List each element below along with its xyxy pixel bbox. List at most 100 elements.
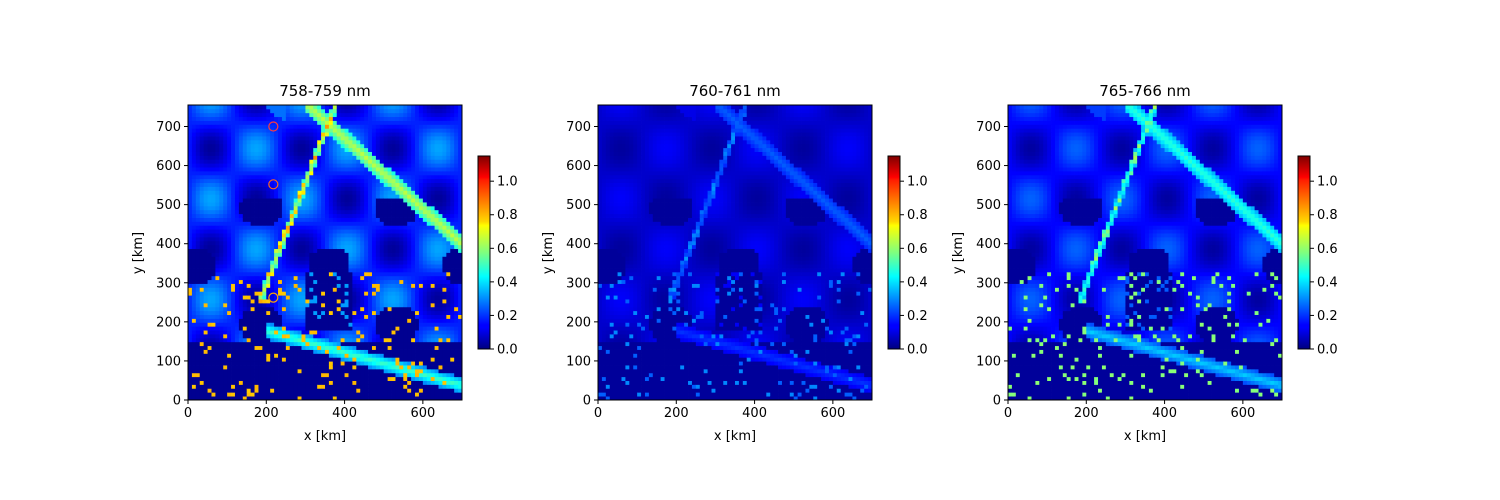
heatmap-cell [238,236,244,242]
heatmap-cell [195,128,201,133]
heatmap-cell [274,330,279,335]
heatmap-cell [274,108,279,114]
heatmap-cell [411,202,416,207]
heatmap-cell [371,151,377,156]
heatmap-cell [325,361,330,366]
heatmap-cell [262,337,267,343]
heatmap-cell [250,337,255,343]
heatmap-cell [297,396,302,401]
heatmap-cell [227,314,232,319]
heatmap-cell [438,159,443,164]
heatmap-cell [278,202,283,207]
heatmap-cell [258,112,263,118]
heatmap-cell [317,221,322,226]
heatmap-cell [360,116,365,121]
heatmap-cell [231,248,236,253]
heatmap-cell [426,368,432,374]
heatmap-cell [426,349,432,354]
heatmap-cell [250,147,255,152]
heatmap-cell [383,306,389,312]
heatmap-cell [305,143,310,149]
heatmap-cell [395,252,400,257]
heatmap-cell [289,151,295,156]
heatmap-cell [199,396,205,401]
heatmap-cell [379,334,385,339]
heatmap-cell [293,368,298,374]
heatmap-cell [328,334,334,339]
heatmap-cell [289,236,295,242]
heatmap-cell [364,283,369,288]
heatmap-cell [313,233,318,238]
heatmap-cell [383,229,389,234]
heatmap-cell [297,392,302,397]
heatmap-cell [418,302,424,308]
heatmap-cell [219,353,224,358]
heatmap-cell [297,357,302,362]
heatmap-cell [301,108,306,114]
heatmap-cell [207,275,212,281]
heatmap-cell [227,178,232,184]
heatmap-cell [360,136,365,141]
heatmap-cell [274,337,279,343]
heatmap-cell [285,302,291,308]
heatmap-cell [360,357,365,362]
heatmap-cell [415,190,420,195]
heatmap-cell [403,326,408,331]
heatmap-cell [301,198,306,203]
heatmap-cell [356,341,361,347]
heatmap-cell [219,372,224,378]
heatmap-cell [348,190,353,195]
heatmap-cell [207,291,212,296]
heatmap-cell [391,353,396,358]
heatmap-cell [195,167,201,172]
heatmap-cell [262,291,267,296]
heatmap-cell [317,236,322,242]
heatmap-cell [387,283,392,288]
heatmap-cell [399,236,404,242]
heatmap-cell [231,283,236,288]
heatmap-cell [328,306,334,312]
heatmap-cell [442,326,447,331]
heatmap-cell [317,151,322,156]
heatmap-cell [379,136,385,141]
heatmap-cell [395,213,400,218]
heatmap-cell [223,341,228,347]
heatmap-cell [223,213,228,218]
heatmap-cell [360,132,365,137]
heatmap-cell [297,170,302,176]
heatmap-cell [285,372,291,378]
heatmap-cell [231,372,236,378]
heatmap-cell [418,240,424,246]
heatmap-cell [281,341,287,347]
heatmap-cell [371,205,377,211]
heatmap-cell [246,233,252,238]
heatmap-cell [395,174,400,180]
heatmap-cell [407,353,412,358]
heatmap-cell [207,337,212,343]
heatmap-cell [411,221,416,226]
heatmap-cell [215,264,220,269]
heatmap-cell [313,271,318,277]
heatmap-cell [246,271,252,277]
heatmap-cell [348,116,353,121]
heatmap-cell [344,225,349,230]
heatmap-cell [211,225,216,230]
heatmap-cell [399,217,404,222]
heatmap-cell [395,120,400,125]
heatmap-cell [356,283,361,288]
heatmap-cell [188,198,193,203]
heatmap-cell [246,155,252,160]
heatmap-cell [422,244,428,250]
heatmap-cell [293,202,298,207]
heatmap-cell [234,368,240,374]
heatmap-cell [219,295,224,300]
heatmap-cell [340,268,345,273]
heatmap-cell [360,112,365,118]
heatmap-cell [356,380,361,385]
heatmap-cell [207,357,212,362]
heatmap-cell [266,205,271,211]
heatmap-cell [199,299,205,304]
heatmap-cell [387,368,392,374]
heatmap-cell [234,209,240,215]
heatmap-cell [219,326,224,331]
